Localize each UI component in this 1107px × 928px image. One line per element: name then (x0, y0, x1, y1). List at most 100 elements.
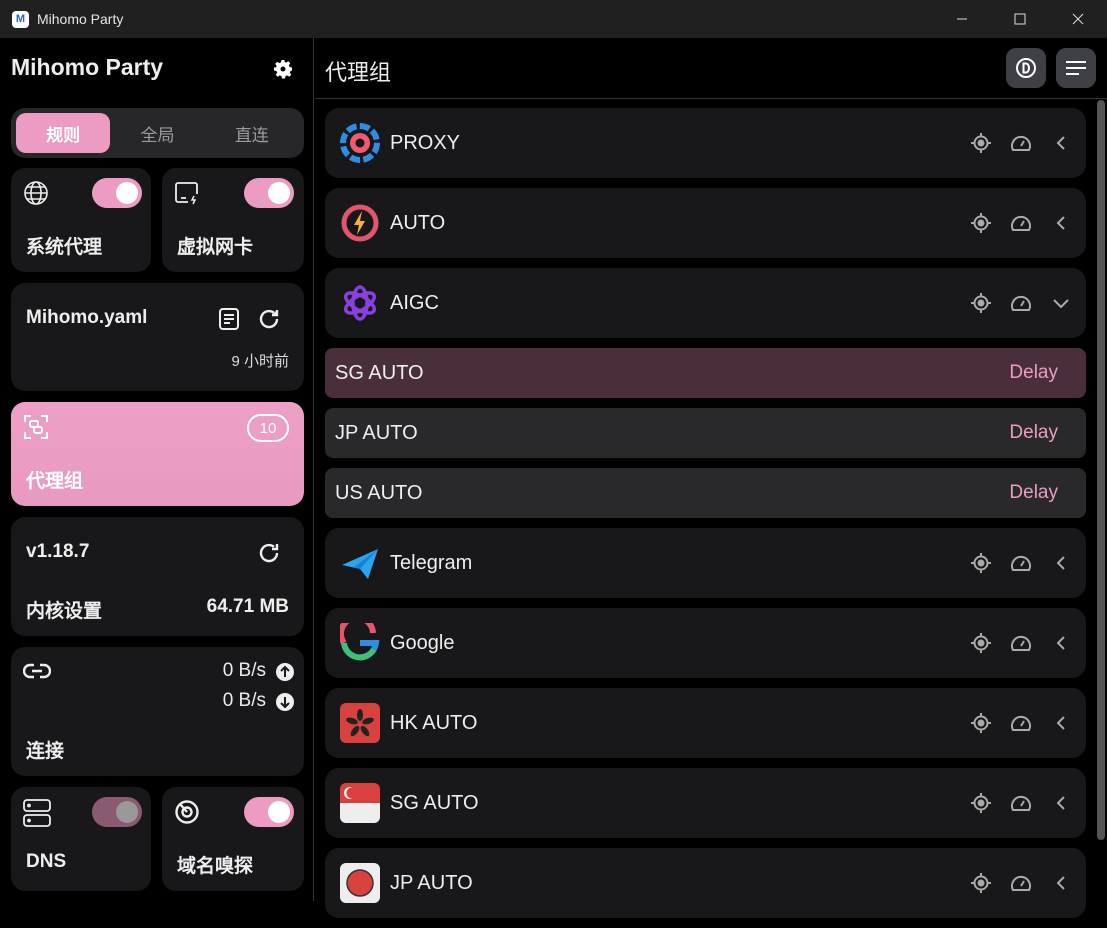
dns-toggle[interactable] (92, 797, 142, 827)
speed-test-icon[interactable] (1010, 713, 1032, 733)
locate-icon[interactable] (970, 132, 992, 154)
sniffer-label: 域名嗅探 (177, 856, 254, 877)
chevron-left-icon[interactable] (1050, 555, 1072, 571)
locate-icon[interactable] (970, 632, 992, 654)
locate-icon[interactable] (970, 712, 992, 734)
proxy-item[interactable]: JP AUTO Delay (325, 408, 1086, 458)
proxy-group-list: PROXY AUTO AIGC SG AUTO Delay JP AUTO Delay US … (325, 108, 1086, 928)
proxy-group-card[interactable]: Google (325, 608, 1086, 678)
locate-icon[interactable] (970, 552, 992, 574)
proxy-groups-label: 代理组 (26, 471, 84, 492)
core-version: v1.18.7 (26, 541, 90, 562)
mode-direct[interactable]: 直连 (234, 125, 269, 145)
window-title: Mihomo Party (37, 11, 124, 27)
proxy-group-card[interactable]: HK AUTO (325, 688, 1086, 758)
tun-card[interactable]: 虚拟网卡 (162, 168, 304, 272)
group-name: HK AUTO (390, 711, 478, 734)
locate-icon[interactable] (970, 292, 992, 314)
speed-test-icon[interactable] (1010, 633, 1032, 653)
maximize-button[interactable] (991, 0, 1049, 38)
minimize-button[interactable] (933, 0, 991, 38)
proxy-item[interactable]: US AUTO Delay (325, 468, 1086, 518)
delay-test-button[interactable]: Delay (1009, 422, 1058, 443)
group-name: AIGC (390, 291, 439, 314)
server-icon (23, 799, 51, 827)
network-card-icon (175, 182, 198, 205)
proxy-group-card[interactable]: PROXY (325, 108, 1086, 178)
dns-label: DNS (26, 851, 67, 872)
upload-speed: 0 B/s (222, 660, 266, 681)
core-memory: 64.71 MB (206, 596, 289, 617)
chevron-down-icon[interactable] (1050, 297, 1072, 309)
display-mode-button[interactable] (1056, 48, 1096, 88)
group-actions (970, 848, 1072, 918)
locate-icon[interactable] (970, 872, 992, 894)
sort-icon (1016, 58, 1036, 78)
core-card[interactable]: v1.18.7 内核设置 64.71 MB (11, 517, 304, 636)
radar-icon (175, 800, 199, 824)
mode-global[interactable]: 全局 (140, 125, 175, 145)
proxy-name: US AUTO (335, 481, 423, 504)
proxy-group-card[interactable]: AUTO (325, 188, 1086, 258)
proxy-group-card[interactable]: SG AUTO (325, 768, 1086, 838)
tun-label: 虚拟网卡 (177, 237, 254, 258)
proxy-group-card[interactable]: AIGC (325, 268, 1086, 338)
upload-arrow-icon (276, 663, 294, 681)
link-icon (23, 663, 51, 679)
scrollbar[interactable] (1097, 100, 1105, 840)
speed-test-icon[interactable] (1010, 793, 1032, 813)
lightning-icon (340, 203, 380, 243)
connections-card[interactable]: 0 B/s 0 B/s 连接 (11, 647, 304, 776)
chevron-left-icon[interactable] (1050, 635, 1072, 651)
group-name: AUTO (390, 211, 446, 234)
speed-test-icon[interactable] (1010, 873, 1032, 893)
proxy-name: SG AUTO (335, 361, 424, 384)
profile-card[interactable]: Mihomo.yaml 9 小时前 (11, 283, 304, 391)
group-actions (970, 188, 1072, 258)
locate-icon[interactable] (970, 212, 992, 234)
mode-rule[interactable]: 规则 (16, 113, 111, 153)
group-name: Telegram (390, 551, 473, 574)
delay-sort-button[interactable] (1006, 48, 1046, 88)
proxy-group-card[interactable]: JP AUTO (325, 848, 1086, 918)
group-name: Google (390, 631, 455, 654)
chevron-left-icon[interactable] (1050, 715, 1072, 731)
chevron-left-icon[interactable] (1050, 875, 1072, 891)
settings-gear-icon[interactable] (271, 57, 295, 81)
group-actions (970, 608, 1072, 678)
group-actions (970, 768, 1072, 838)
speed-test-icon[interactable] (1010, 293, 1032, 313)
proxy-group-count-badge: 10 (247, 414, 289, 442)
group-name: SG AUTO (390, 791, 479, 814)
proxy-group-card[interactable]: Telegram (325, 528, 1086, 598)
sidebar: Mihomo Party 规则 全局 直连 系统代理 虚拟网卡 Mihomo.y… (0, 38, 314, 901)
document-icon[interactable] (218, 307, 240, 331)
app-brand: Mihomo Party (11, 54, 164, 80)
proxy-group-icon (24, 415, 48, 439)
delay-test-button[interactable]: Delay (1009, 362, 1058, 383)
refresh-icon[interactable] (257, 307, 281, 331)
group-name: JP AUTO (390, 871, 473, 894)
chevron-left-icon[interactable] (1050, 215, 1072, 231)
sniffer-card[interactable]: 域名嗅探 (162, 787, 304, 891)
system-proxy-toggle[interactable] (92, 178, 142, 208)
delay-test-button[interactable]: Delay (1009, 482, 1058, 503)
refresh-icon[interactable] (257, 541, 281, 565)
tun-toggle[interactable] (244, 178, 294, 208)
sg-flag-icon (340, 783, 380, 823)
google-icon (340, 623, 380, 663)
chevron-left-icon[interactable] (1050, 795, 1072, 811)
group-actions (970, 268, 1072, 338)
locate-icon[interactable] (970, 792, 992, 814)
system-proxy-card[interactable]: 系统代理 (11, 168, 151, 272)
proxy-groups-card[interactable]: 10 代理组 (11, 402, 304, 506)
dns-card[interactable]: DNS (11, 787, 151, 891)
speed-test-icon[interactable] (1010, 213, 1032, 233)
sniffer-toggle[interactable] (244, 797, 294, 827)
chevron-left-icon[interactable] (1050, 135, 1072, 151)
telegram-icon (340, 543, 380, 583)
close-button[interactable] (1049, 0, 1107, 38)
proxy-item[interactable]: SG AUTO Delay (325, 348, 1086, 398)
speed-test-icon[interactable] (1010, 133, 1032, 153)
speed-test-icon[interactable] (1010, 553, 1032, 573)
